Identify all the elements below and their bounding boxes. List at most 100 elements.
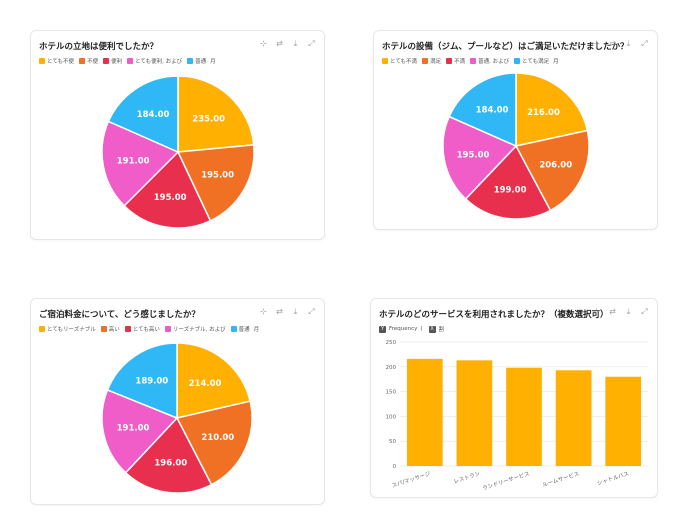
chart-legend: とても不満 満足 不満 普通, および とても満足月	[382, 57, 559, 65]
chart-toolbar: ⊹ ⇄ ⤓ ⤢	[259, 307, 316, 316]
data-label: 184.00	[137, 110, 170, 120]
data-label: 210.00	[201, 433, 234, 443]
legend-swatch	[470, 58, 477, 64]
chart-toolbar: ⊹ ⇄ ⤓ ⤢	[592, 307, 649, 316]
legend-swatch	[39, 326, 45, 332]
legend-item[interactable]: 高い	[100, 325, 120, 333]
chart-title: ホテルの設備（ジム、プールなど）はご満足いただけましたか？	[382, 42, 629, 52]
data-label-bg	[476, 102, 509, 116]
legend-swatch	[382, 58, 388, 64]
chart-legend: とてもリーズナブル 高い とても高い リーズナブル, および 普通月	[39, 325, 259, 333]
zoom-icon[interactable]: ⊹	[260, 307, 267, 316]
x-tick-label: ランドリーサービス	[481, 469, 530, 492]
y-tick-label: 250	[386, 340, 397, 346]
data-label: 195.00	[457, 151, 490, 161]
data-label: 199.00	[494, 185, 527, 195]
refresh-icon[interactable]: ⇄	[609, 307, 616, 316]
legend-item[interactable]: 不便	[79, 57, 98, 65]
legend-swatch	[446, 58, 453, 64]
zoom-icon[interactable]: ⊹	[260, 39, 267, 48]
data-label-bg	[117, 420, 150, 434]
download-icon[interactable]: ⤓	[293, 307, 298, 316]
legend-swatch	[79, 58, 86, 64]
pie-slice[interactable]	[514, 129, 590, 212]
bar[interactable]	[555, 370, 592, 466]
legend-item[interactable]: とても満足月	[514, 57, 559, 65]
bar[interactable]	[406, 358, 443, 466]
legend-swatch	[514, 58, 521, 64]
expand-icon[interactable]: ⤢	[308, 307, 315, 316]
data-label-bg	[494, 182, 527, 196]
refresh-icon[interactable]: ⇄	[276, 39, 283, 48]
data-label: 195.00	[201, 171, 234, 181]
zoom-icon[interactable]: ⊹	[593, 39, 600, 48]
legend-item[interactable]: リーズナブル, および	[164, 325, 226, 333]
legend-item[interactable]: とても高い	[124, 325, 160, 333]
refresh-icon[interactable]: ⇄	[276, 307, 283, 316]
data-label-bg	[539, 157, 572, 171]
legend-item[interactable]: Y Frequency(	[379, 325, 423, 333]
data-label: 235.00	[192, 114, 225, 124]
data-label: 214.00	[189, 379, 222, 389]
chart-title: ホテルのどのサービスを利用されましたか？（複数選択可）	[379, 310, 609, 320]
legend-item[interactable]: 満足	[422, 57, 441, 65]
data-label-bg	[201, 167, 234, 181]
data-label-bg	[117, 153, 150, 167]
data-label: 196.00	[154, 459, 187, 469]
data-label: 189.00	[135, 377, 168, 387]
download-icon[interactable]: ⤓	[626, 39, 631, 48]
legend-swatch	[164, 326, 171, 332]
data-label: 195.00	[154, 193, 187, 203]
legend-item[interactable]: 不満	[446, 57, 465, 65]
x-tick-label: シャトルバス	[596, 470, 630, 487]
data-label-bg	[201, 429, 234, 443]
legend-item[interactable]: 普通, および	[470, 57, 509, 65]
zoom-icon[interactable]: ⊹	[593, 307, 600, 316]
y-tick-label: 100	[386, 414, 397, 420]
x-tick-label: ルームサービス	[541, 469, 580, 488]
legend-item[interactable]: 普通月	[187, 57, 216, 65]
data-label-bg	[154, 189, 187, 203]
y-axis-marker-icon: Y	[379, 325, 386, 333]
data-label-bg	[135, 373, 168, 387]
chart-title: ご宿泊料金について、どう感じましたか？	[39, 310, 200, 320]
data-label-bg	[192, 111, 225, 125]
bar[interactable]	[605, 376, 642, 466]
data-label-bg	[137, 106, 170, 120]
y-tick-label: 200	[386, 365, 397, 371]
data-label: 191.00	[117, 424, 150, 434]
legend-item[interactable]: とても便利, および	[127, 57, 182, 65]
data-label-bg	[189, 375, 222, 389]
legend-swatch	[100, 326, 107, 332]
download-icon[interactable]: ⤓	[626, 307, 631, 316]
refresh-icon[interactable]: ⇄	[609, 39, 616, 48]
pie-slice[interactable]	[176, 144, 255, 222]
legend-swatch	[39, 58, 45, 64]
download-icon[interactable]: ⤓	[293, 39, 298, 48]
legend-swatch	[124, 326, 131, 332]
legend-item[interactable]: とても不満	[382, 57, 417, 65]
bar[interactable]	[506, 367, 542, 466]
legend-item[interactable]: 便利	[103, 57, 122, 65]
pie-slice[interactable]	[124, 416, 213, 494]
data-label-bg	[457, 147, 490, 161]
legend-swatch	[422, 58, 429, 64]
expand-icon[interactable]: ⤢	[308, 39, 315, 48]
legend-swatch	[230, 326, 237, 332]
data-label-bg	[154, 455, 187, 469]
data-label: 191.00	[117, 156, 150, 166]
legend-swatch	[127, 58, 134, 64]
data-label-bg	[527, 104, 560, 118]
legend-item[interactable]: とてもリーズナブル	[39, 325, 96, 333]
chart-toolbar: ⊹ ⇄ ⤓ ⤢	[259, 39, 316, 48]
chart-toolbar: ⊹ ⇄ ⤓ ⤢	[592, 39, 649, 48]
legend-item[interactable]: 普通月	[230, 325, 259, 333]
expand-icon[interactable]: ⤢	[641, 39, 648, 48]
y-tick-label: 0	[393, 464, 397, 470]
bar[interactable]	[456, 360, 493, 466]
expand-icon[interactable]: ⤢	[641, 307, 648, 316]
legend-item[interactable]: とても不便	[39, 57, 74, 65]
